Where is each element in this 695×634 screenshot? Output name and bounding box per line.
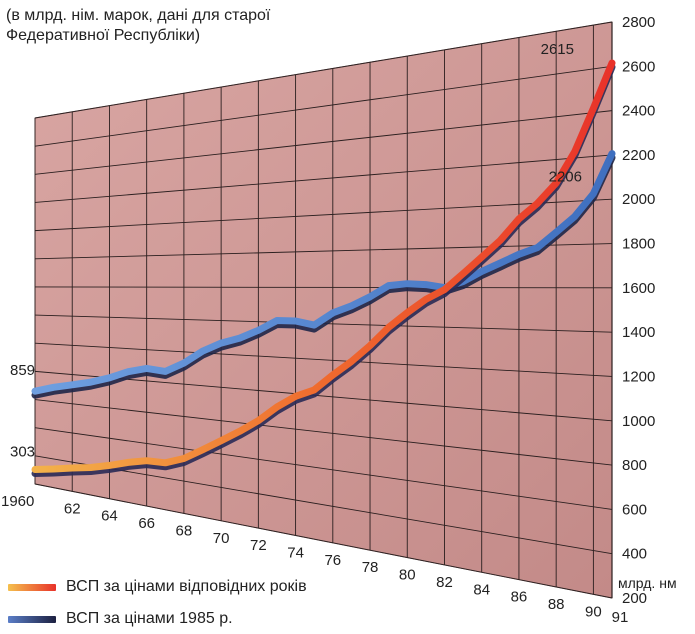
- y-tick-label: 600: [622, 501, 647, 518]
- axis-ticks: 200 400 600 800 1000 1200 1400 1600 1800 2000 2200…: [1, 14, 655, 626]
- y-tick-label: 1600: [622, 280, 655, 297]
- x-tick-label: 80: [399, 567, 416, 584]
- grid-line-horizontal: [34, 483, 613, 599]
- y-tick-label: 2000: [622, 191, 655, 208]
- legend-swatch-current-prices: [8, 583, 56, 591]
- y-tick-label: 1000: [622, 413, 655, 430]
- grid-line-horizontal: [34, 399, 613, 466]
- legend-label-current-prices: ВСП за цінами відповідних років: [66, 578, 307, 595]
- grid-line-horizontal: [34, 198, 613, 232]
- subtitle-line-1: (в млрд. нім. марок, дані для старої: [6, 7, 271, 24]
- y-tick-label: 200: [622, 590, 647, 607]
- legend-item-1985-prices: ВСП за цінами 1985 р.: [8, 610, 233, 628]
- grid: [34, 21, 613, 599]
- data-label-end-current: 2615: [541, 41, 574, 58]
- grid-line-horizontal: [34, 427, 613, 510]
- grid-line-horizontal: [34, 110, 613, 175]
- legend-swatch-1985-prices: [8, 615, 56, 623]
- grid-line-horizontal: [34, 286, 613, 289]
- data-label-start-1985: 859: [10, 362, 35, 379]
- data-label-start-current: 303: [10, 444, 35, 461]
- chart-subtitle: (в млрд. нім. марок, дані для старої Фед…: [6, 6, 270, 46]
- subtitle-line-2: Федеративної Республіки): [6, 27, 201, 44]
- x-tick-label: 64: [101, 508, 118, 525]
- grid-line-horizontal: [34, 21, 613, 119]
- x-tick-label: 82: [436, 574, 453, 591]
- grid-line-horizontal: [34, 455, 613, 555]
- y-tick-label: 800: [622, 457, 647, 474]
- x-tick-label: 74: [287, 544, 304, 561]
- x-tick-label: 66: [138, 515, 155, 532]
- y-tick-label: 2600: [622, 58, 655, 75]
- series-line-current-prices: [31, 59, 616, 473]
- y-tick-label: 1200: [622, 368, 655, 385]
- x-tick-label: 84: [473, 581, 490, 598]
- legend-label-1985-prices: ВСП за цінами 1985 р.: [66, 610, 233, 627]
- x-tick-label: 88: [548, 596, 565, 613]
- y-tick-label: 2200: [622, 147, 655, 164]
- y-axis-unit: млрд. нм: [618, 575, 677, 591]
- x-tick-label: 1960: [1, 493, 34, 510]
- grid-line-horizontal: [34, 370, 613, 422]
- grid-line-horizontal: [34, 243, 613, 260]
- y-tick-label: 400: [622, 546, 647, 563]
- grid-line-horizontal: [34, 342, 613, 377]
- x-tick-label: 72: [250, 537, 267, 554]
- grid-line-horizontal: [34, 154, 613, 203]
- series-line-1985-prices: [31, 150, 616, 395]
- x-tick-label: 91: [612, 609, 629, 626]
- x-tick-label: 78: [362, 559, 379, 576]
- x-tick-label: 90: [585, 603, 602, 620]
- data-labels: 303 859 2615 2206: [10, 41, 582, 461]
- x-tick-label: 70: [213, 530, 230, 547]
- series-lines: [31, 59, 616, 477]
- y-tick-label: 1400: [622, 324, 655, 341]
- data-label-end-1985: 2206: [549, 169, 582, 186]
- y-tick-label: 1800: [622, 236, 655, 253]
- plot-panel: [34, 21, 613, 599]
- x-tick-label: 62: [64, 500, 81, 517]
- legend-item-current-prices: ВСП за цінами відповідних років: [8, 578, 307, 596]
- y-tick-label: 2400: [622, 103, 655, 120]
- grid-line-horizontal: [34, 65, 613, 147]
- x-tick-label: 76: [324, 552, 341, 569]
- x-tick-label: 68: [176, 522, 193, 539]
- y-tick-label: 2800: [622, 14, 655, 31]
- x-tick-label: 86: [511, 589, 528, 606]
